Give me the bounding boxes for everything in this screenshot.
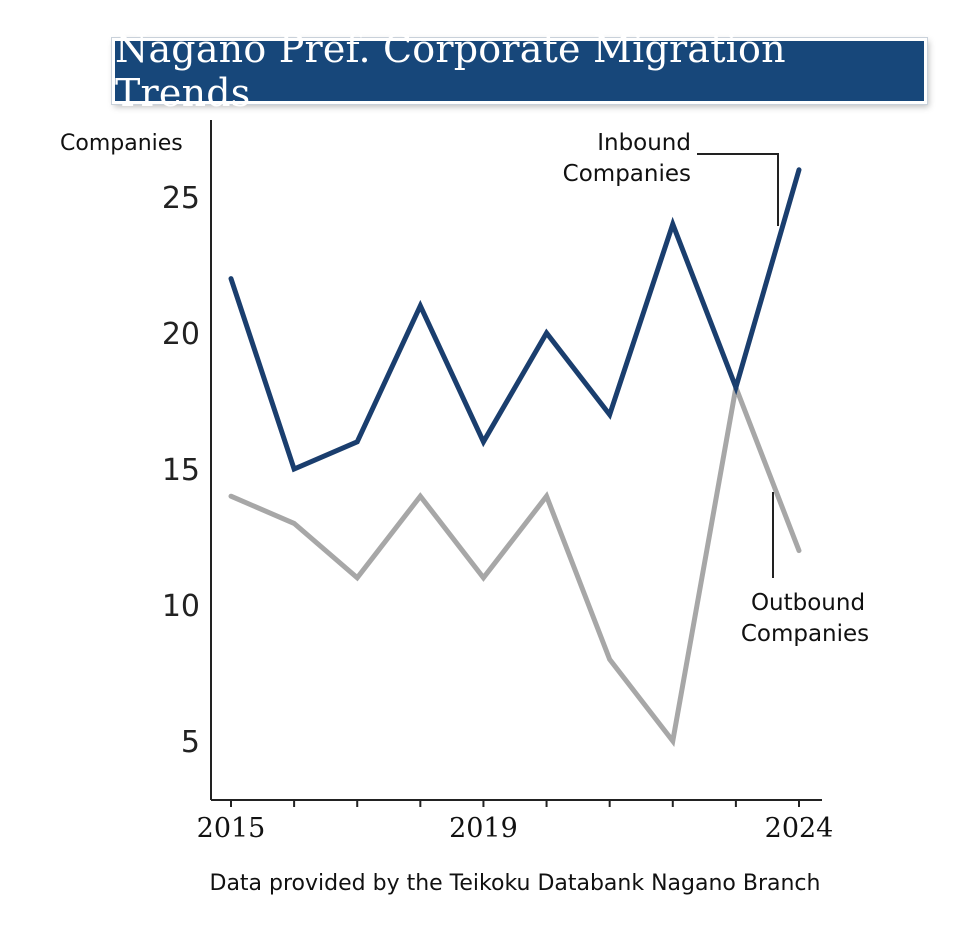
inbound-series-line: [228, 167, 802, 473]
x-tick-labels: 2015 2019 2024: [197, 813, 834, 844]
y-tick-label: 15: [162, 453, 200, 488]
y-tick-label: 5: [181, 725, 200, 760]
x-tick-label: 2019: [449, 813, 518, 844]
data-source-note: Data provided by the Teikoku Databank Na…: [209, 871, 821, 896]
outbound-annotation-line1: Outbound: [751, 590, 865, 616]
y-tick-label: 25: [162, 181, 200, 216]
y-tick-label: 20: [162, 317, 200, 352]
outbound-annotation-line2: Companies: [741, 621, 869, 647]
outbound-series-line: [228, 378, 802, 747]
chart-title: Nagano Pref. Corporate Migration Trends: [115, 27, 786, 115]
inbound-annotation-line2: Companies: [563, 161, 691, 187]
inbound-leader-line: [697, 153, 779, 226]
y-axis-label: Companies: [60, 131, 183, 156]
axes: [210, 120, 822, 807]
chart-title-banner: Nagano Pref. Corporate Migration Trends: [112, 27, 927, 115]
x-tick-label: 2015: [197, 813, 266, 844]
inbound-annotation-line1: Inbound: [597, 130, 691, 156]
y-tick-label: 10: [162, 589, 200, 624]
y-tick-labels: 5 10 15 20 25: [162, 181, 200, 760]
series-lines: [228, 167, 802, 747]
series-annotations: Inbound Companies Outbound Companies: [563, 130, 870, 647]
x-tick-label: 2024: [765, 813, 834, 844]
